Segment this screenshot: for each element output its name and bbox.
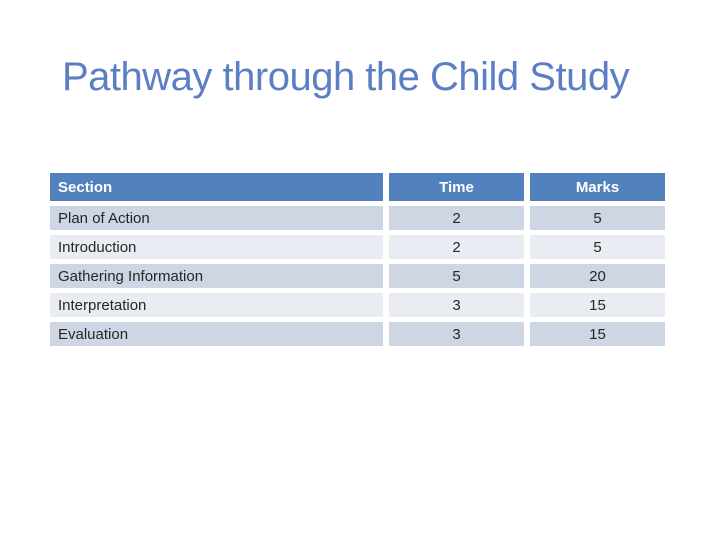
cell-time-value: 3 xyxy=(389,322,530,346)
cell-marks-value: 20 xyxy=(530,264,665,293)
cell-marks-value: 15 xyxy=(530,322,665,346)
page-title: Pathway through the Child Study xyxy=(62,55,630,99)
table-row: Introduction 2 5 xyxy=(50,235,665,264)
header-cell-time: Time xyxy=(389,173,530,206)
header-cell-section: Section xyxy=(50,173,389,206)
marks-table: Section Time Marks Plan of Action 2 5 In… xyxy=(50,173,665,346)
table-row: Plan of Action 2 5 xyxy=(50,206,665,235)
header-cell-marks: Marks xyxy=(530,173,665,206)
table-row: Gathering Information 5 20 xyxy=(50,264,665,293)
table-row: Evaluation 3 15 xyxy=(50,322,665,346)
cell-section-label: Plan of Action xyxy=(50,206,389,235)
cell-time-value: 2 xyxy=(389,206,530,235)
cell-time-value: 5 xyxy=(389,264,530,293)
table-row: Interpretation 3 15 xyxy=(50,293,665,322)
cell-marks-value: 5 xyxy=(530,206,665,235)
cell-section-label: Interpretation xyxy=(50,293,389,322)
cell-time-value: 3 xyxy=(389,293,530,322)
cell-marks-value: 5 xyxy=(530,235,665,264)
table-header-row: Section Time Marks xyxy=(50,173,665,206)
cell-section-label: Gathering Information xyxy=(50,264,389,293)
cell-time-value: 2 xyxy=(389,235,530,264)
cell-section-label: Evaluation xyxy=(50,322,389,346)
cell-section-label: Introduction xyxy=(50,235,389,264)
cell-marks-value: 15 xyxy=(530,293,665,322)
